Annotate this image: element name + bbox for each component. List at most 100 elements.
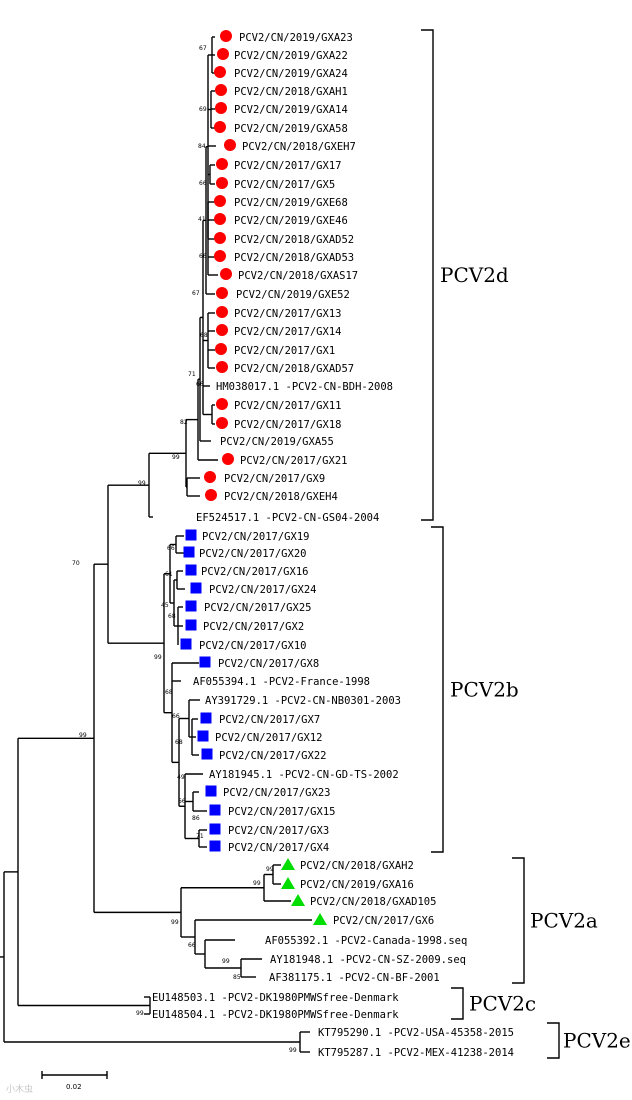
bootstrap-value: 67 — [199, 45, 207, 52]
pcv2d-circle-marker — [214, 232, 226, 244]
leaf-label: AY391729.1 -PCV2-CN-NB0301-2003 — [205, 695, 401, 707]
leaf-label: PCV2/CN/2018/GXEH7 — [242, 141, 356, 153]
leaf-label: PCV2/CN/2018/GXAD52 — [234, 234, 354, 246]
leaf-label: PCV2/CN/2017/GX7 — [219, 714, 320, 726]
pcv2d-circle-marker — [204, 471, 216, 483]
pcv2d-circle-marker — [214, 213, 226, 225]
clade-bracket — [547, 1022, 560, 1059]
leaf-labels: PCV2/CN/2019/GXA23 PCV2/CN/2019/GXA22 PCV2… — [152, 32, 514, 1059]
leaf-label: PCV2/CN/2017/GX3 — [228, 825, 329, 837]
pcv2d-circle-marker — [215, 102, 227, 114]
leaf-label: PCV2/CN/2017/GX20 — [199, 548, 306, 560]
leaf-label: PCV2/CN/2017/GX9 — [224, 473, 325, 485]
leaf-label: PCV2/CN/2017/GX14 — [234, 326, 341, 338]
pcv2d-circle-marker — [216, 158, 228, 170]
bootstrap-value: 71 — [196, 833, 204, 840]
pcv2b-square-marker — [201, 748, 213, 760]
leaf-label: PCV2/CN/2018/GXAS17 — [238, 270, 358, 282]
pcv2b-square-marker — [183, 546, 195, 558]
leaf-label: PCV2/CN/2018/GXAD53 — [234, 252, 354, 264]
pcv2b-square-marker — [190, 582, 202, 594]
bootstrap-value: 99 — [79, 732, 87, 739]
leaf-label: PCV2/CN/2019/GXE68 — [234, 197, 348, 209]
leaf-label: PCV2/CN/2019/GXE52 — [236, 289, 350, 301]
pcv2b-square-marker — [199, 656, 211, 668]
bootstrap-values: 6769846641666768716682999970666145689968… — [72, 45, 297, 1054]
pcv2b-square-marker — [185, 529, 197, 541]
leaf-label: AF381175.1 -PCV2-CN-BF-2001 — [269, 972, 440, 984]
pcv2d-circle-marker — [214, 121, 226, 133]
pcv2a-triangle-marker — [281, 877, 295, 889]
pcv2d-circle-marker — [215, 84, 227, 96]
bootstrap-value: 99 — [266, 866, 274, 873]
pcv2b-square-marker — [197, 730, 209, 742]
pcv2a-triangle-marker — [291, 894, 305, 906]
leaf-label: PCV2/CN/2017/GX16 — [201, 566, 308, 578]
leaf-label: PCV2/CN/2018/GXAH2 — [300, 860, 414, 872]
leaf-label: PCV2/CN/2019/GXA55 — [220, 436, 334, 448]
bootstrap-value: 99 — [138, 480, 146, 487]
bootstrap-value: 71 — [188, 371, 196, 378]
leaf-label: AF055394.1 -PCV2-France-1998 — [193, 676, 370, 688]
pcv2d-circle-marker — [216, 287, 228, 299]
pcv2a-triangle-marker — [281, 858, 295, 870]
bootstrap-value: 66 — [178, 798, 186, 805]
pcv2d-circle-marker — [214, 250, 226, 262]
bootstrap-value: 99 — [172, 454, 180, 461]
leaf-label: PCV2/CN/2019/GXA23 — [239, 32, 353, 44]
leaf-label: PCV2/CN/2018/GXAD57 — [234, 363, 354, 375]
leaf-label: PCV2/CN/2017/GX23 — [223, 787, 330, 799]
pcv2d-circle-marker — [216, 306, 228, 318]
leaf-label: PCV2/CN/2019/GXA58 — [234, 123, 348, 135]
pcv2d-circle-marker — [205, 489, 217, 501]
leaf-label: PCV2/CN/2019/GXA16 — [300, 879, 414, 891]
bootstrap-value: 66 — [167, 545, 175, 552]
bootstrap-value: 86 — [192, 815, 200, 822]
bootstrap-value: 82 — [180, 419, 188, 426]
leaf-label: PCV2/CN/2017/GX1 — [234, 345, 335, 357]
scale-bar-label: 0.02 — [66, 1083, 82, 1091]
leaf-label: PCV2/CN/2017/GX12 — [215, 732, 322, 744]
leaf-label: PCV2/CN/2017/GX13 — [234, 308, 341, 320]
bootstrap-value: 68 — [165, 689, 173, 696]
leaf-label: HM038017.1 -PCV2-CN-BDH-2008 — [216, 381, 393, 393]
clade-label-pcv2c: PCV2c — [469, 992, 536, 1016]
bootstrap-value: 68 — [175, 739, 183, 746]
bootstrap-value: 99 — [136, 1010, 144, 1017]
bootstrap-value: 66 — [196, 381, 204, 388]
bootstrap-value: 85 — [233, 974, 241, 981]
leaf-label: PCV2/CN/2019/GXA14 — [234, 104, 348, 116]
leaf-label: EU148503.1 -PCV2-DK1980PMWSfree-Denmark — [152, 992, 399, 1004]
leaf-label: PCV2/CN/2017/GX15 — [228, 806, 335, 818]
bootstrap-value: 49 — [177, 774, 185, 781]
watermark-text: 小木虫 — [6, 1083, 33, 1095]
leaf-label: PCV2/CN/2017/GX24 — [209, 584, 316, 596]
leaf-label: AF055392.1 -PCV2-Canada-1998.seq — [265, 935, 467, 947]
bootstrap-value: 99 — [253, 880, 261, 887]
leaf-label: PCV2/CN/2017/GX18 — [234, 419, 341, 431]
leaf-label: PCV2/CN/2017/GX22 — [219, 750, 326, 762]
bootstrap-value: 61 — [165, 571, 173, 578]
bootstrap-value: 66 — [199, 253, 207, 260]
pcv2d-circle-marker — [216, 361, 228, 373]
pcv2d-circle-marker — [216, 324, 228, 336]
clade-bracket — [451, 987, 464, 1020]
pcv2b-square-marker — [209, 840, 221, 852]
pcv2d-circle-marker — [214, 195, 226, 207]
bootstrap-value: 66 — [172, 713, 180, 720]
leaf-label: PCV2/CN/2017/GX2 — [203, 621, 304, 633]
tree-branches — [0, 36, 312, 1053]
bootstrap-value: 70 — [72, 560, 80, 567]
leaf-label: PCV2/CN/2018/GXEH4 — [224, 491, 338, 503]
leaf-label: PCV2/CN/2017/GX5 — [234, 179, 335, 191]
clade-bracket — [421, 29, 434, 521]
pcv2b-square-marker — [185, 600, 197, 612]
pcv2d-circle-marker — [220, 30, 232, 42]
bootstrap-value: 41 — [198, 216, 206, 223]
bootstrap-value: 66 — [199, 180, 207, 187]
leaf-label: PCV2/CN/2017/GX10 — [199, 640, 306, 652]
leaf-label: PCV2/CN/2017/GX21 — [240, 455, 347, 467]
pcv2b-square-marker — [180, 638, 192, 650]
leaf-label: PCV2/CN/2017/GX25 — [204, 602, 311, 614]
